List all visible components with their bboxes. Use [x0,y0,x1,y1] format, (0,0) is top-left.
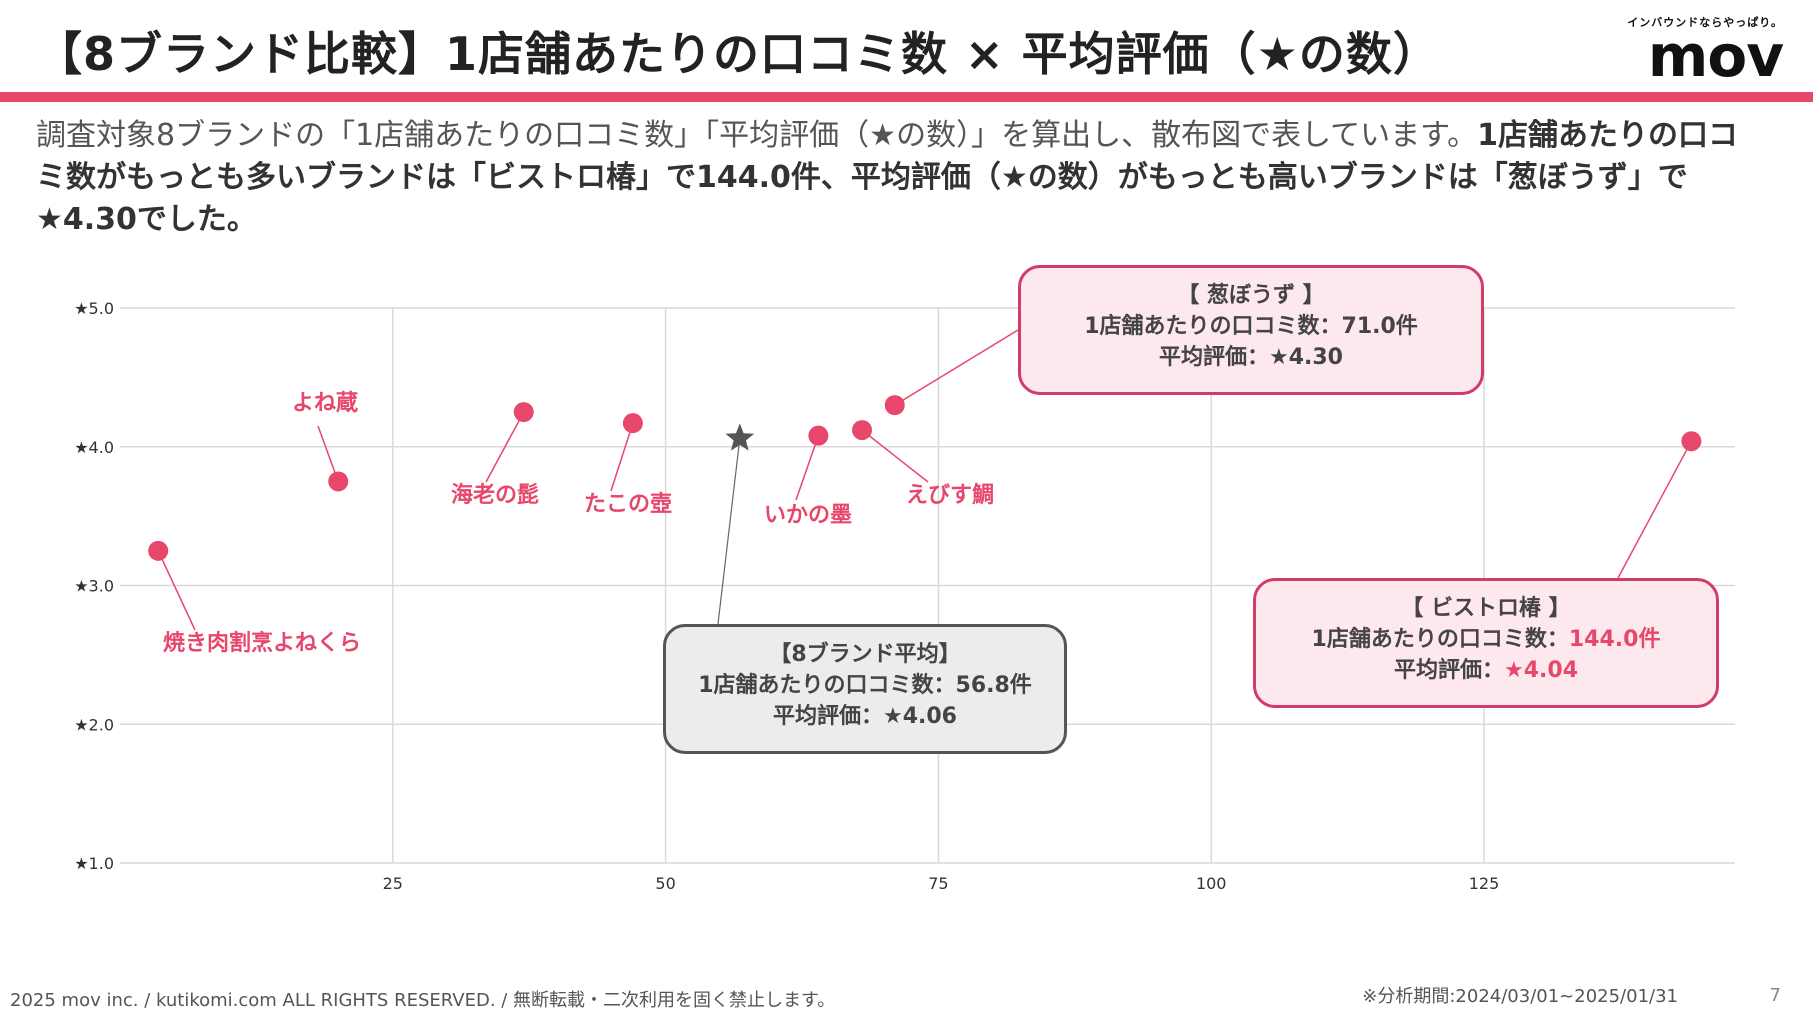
description-bold: 1店舗あたりの口コミ数がもっとも多いブランドは「ビストロ椿」で144.0件、平均… [36,118,1739,237]
data-point [513,402,534,423]
leader-line-bistro [1617,440,1693,579]
page-title: 【8ブランド比較】1店舗あたりの口コミ数 × 平均評価（★の数） [36,27,1440,81]
average-star-marker [725,423,755,451]
y-tick-label: ★5.0 [74,299,114,318]
leader-line [861,429,929,483]
x-tick-label: 75 [928,874,948,893]
leader-line [795,435,820,501]
point-label: 焼き肉割烹よねくら [163,630,361,656]
callout-negi-count: 1店舗あたりの口コミ数：71.0件 [1084,314,1418,339]
data-point [852,420,873,441]
callout-bistro-rating: 平均評価：★4.04 [1256,655,1716,686]
leader-line [157,550,196,631]
callout-average-count: 1店舗あたりの口コミ数：56.8件 [698,673,1032,698]
callout-bistro-rating-value: ★4.04 [1504,658,1579,683]
x-tick-label: 50 [655,874,675,893]
leader-line [485,411,525,483]
x-tick-label: 125 [1469,874,1500,893]
leader-line [610,422,634,492]
data-point [148,540,169,561]
brand-logo: インバウンドならやっぱり。 mov [1627,14,1784,90]
leader-line-average [717,438,741,625]
title-underline-bar [0,92,1813,102]
logo-wordmark: mov [1647,22,1784,90]
y-tick-label: ★1.0 [74,854,114,873]
page-number: 7 [1769,985,1781,1006]
point-label: たこの壺 [584,492,672,517]
callout-negi-title: 【 葱ぼうず 】 [1177,283,1325,308]
description-normal: 調査対象8ブランドの「1店舗あたりの口コミ数」「平均評価（★の数）」を算出し、散… [36,118,1478,153]
callout-bistro-count-label: 1店舗あたりの口コミ数： [1311,627,1569,652]
footer-analysis-period: ※分析期間:2024/03/01~2025/01/31 [1362,986,1678,1007]
callout-bistro: 【 ビストロ椿 】 1店舗あたりの口コミ数：144.0件 平均評価：★4.04 [1253,578,1719,708]
footer-copyright: 2025 mov inc. / kutikomi.com ALL RIGHTS … [10,990,836,1011]
callout-average-rating: 平均評価：★4.06 [772,704,957,729]
logo-tagline: インバウンドならやっぱり。 [1627,16,1783,29]
data-point [328,471,349,492]
callout-average-title: 【8ブランド平均】 [769,642,961,667]
callout-bistro-title: 【 ビストロ椿 】 [1401,596,1571,621]
callout-negi: 【 葱ぼうず 】 1店舗あたりの口コミ数：71.0件 平均評価：★4.30 [1018,265,1484,395]
point-label: 海老の髭 [451,482,539,508]
x-tick-label: 100 [1196,874,1227,893]
y-tick-label: ★4.0 [74,438,114,457]
leader-line-negi [894,329,1019,406]
point-label: いかの墨 [764,503,852,528]
data-point [808,425,829,446]
y-tick-label: ★3.0 [74,577,114,596]
point-label: よね蔵 [292,391,358,416]
callout-bistro-rating-label: 平均評価： [1393,658,1504,683]
data-point [622,413,643,434]
y-tick-label: ★2.0 [74,715,114,734]
description: 調査対象8ブランドの「1店舗あたりの口コミ数」「平均評価（★の数）」を算出し、散… [36,115,1756,241]
data-point [1681,431,1702,452]
callout-average: 【8ブランド平均】 1店舗あたりの口コミ数：56.8件 平均評価：★4.06 [663,624,1067,754]
data-point [884,395,905,416]
callout-bistro-count-value: 144.0件 [1568,627,1661,652]
callout-negi-rating: 平均評価：★4.30 [1158,345,1343,370]
callout-bistro-count: 1店舗あたりの口コミ数：144.0件 [1256,624,1716,655]
point-label: えびす鯛 [906,483,994,508]
x-tick-label: 25 [383,874,403,893]
